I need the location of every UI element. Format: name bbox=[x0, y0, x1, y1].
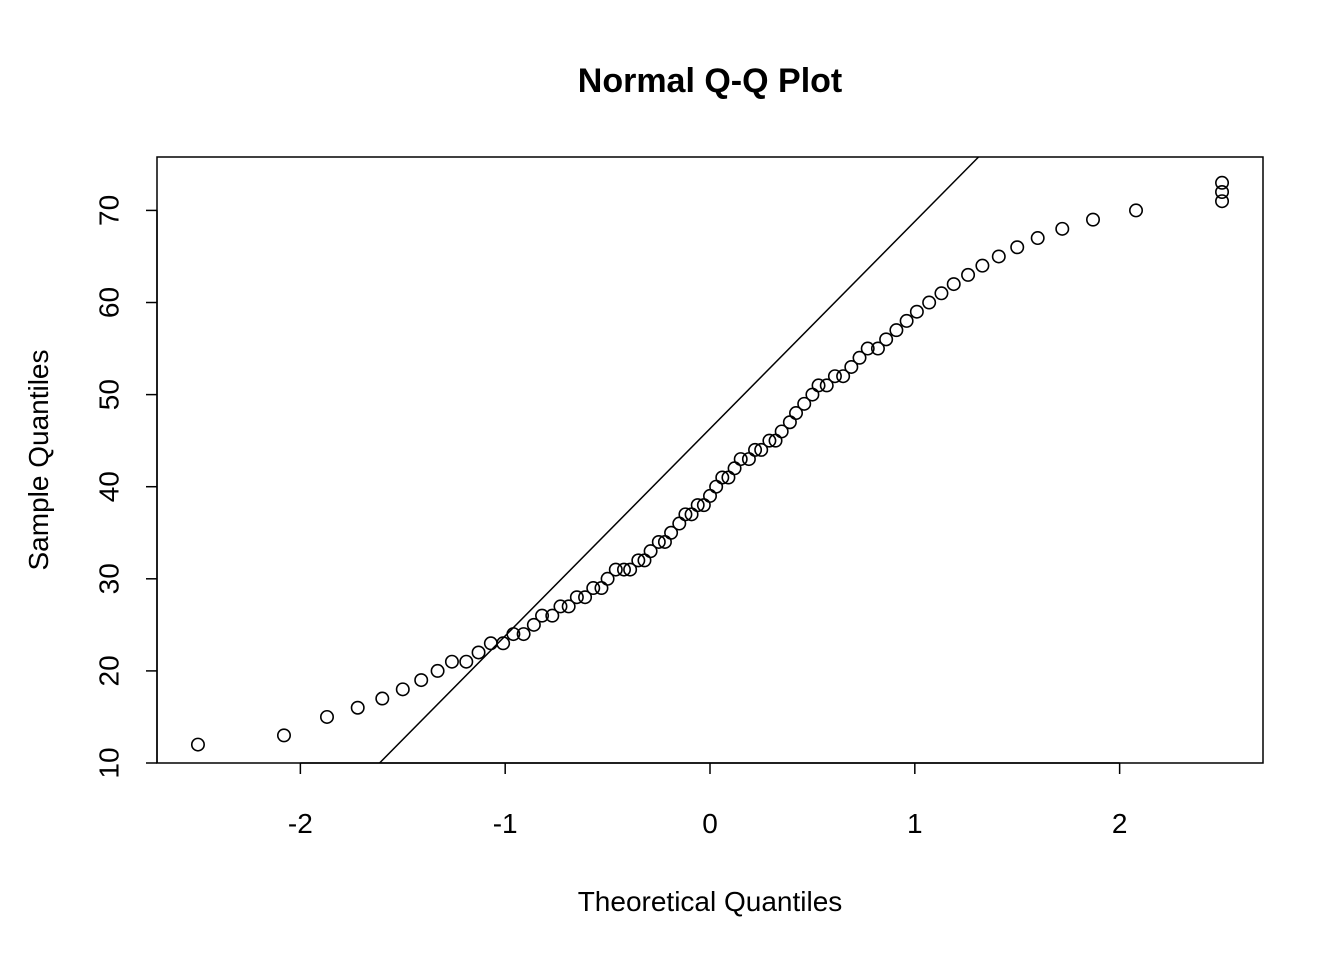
points-layer bbox=[190, 175, 1230, 752]
data-point bbox=[789, 406, 804, 421]
data-point bbox=[889, 323, 904, 338]
data-point bbox=[727, 461, 742, 476]
data-point bbox=[569, 590, 584, 605]
data-point bbox=[561, 599, 576, 614]
data-point bbox=[678, 507, 693, 522]
data-point bbox=[594, 581, 609, 596]
data-point bbox=[506, 627, 521, 642]
y-tick-label: 30 bbox=[94, 563, 125, 594]
data-point bbox=[350, 700, 365, 715]
data-point bbox=[623, 562, 638, 577]
reference-line-layer bbox=[379, 156, 980, 764]
data-point bbox=[586, 581, 601, 596]
data-point bbox=[672, 516, 687, 531]
data-point bbox=[651, 534, 666, 549]
data-point bbox=[276, 728, 291, 743]
x-tick-label: -2 bbox=[288, 808, 313, 839]
data-point bbox=[879, 332, 894, 347]
data-point bbox=[471, 645, 486, 660]
data-point bbox=[1055, 221, 1070, 236]
y-tick-label: 70 bbox=[94, 195, 125, 226]
data-point bbox=[483, 636, 498, 651]
data-point bbox=[811, 378, 826, 393]
data-point bbox=[922, 295, 937, 310]
data-point bbox=[526, 617, 541, 632]
data-point bbox=[608, 562, 623, 577]
data-point bbox=[934, 286, 949, 301]
data-point bbox=[578, 590, 593, 605]
data-point bbox=[797, 396, 812, 411]
data-point bbox=[1086, 212, 1101, 227]
data-point bbox=[733, 452, 748, 467]
data-point bbox=[516, 627, 531, 642]
y-axis: 10 20 30 40 50 60 70 bbox=[94, 195, 158, 779]
data-point bbox=[600, 571, 615, 586]
x-tick-label: 2 bbox=[1112, 808, 1128, 839]
x-axis-label: Theoretical Quantiles bbox=[578, 886, 843, 917]
data-point bbox=[870, 341, 885, 356]
y-tick-label: 50 bbox=[94, 379, 125, 410]
y-tick-label: 20 bbox=[94, 655, 125, 686]
data-point bbox=[715, 470, 730, 485]
data-point bbox=[496, 636, 511, 651]
data-point bbox=[909, 304, 924, 319]
y-tick-label: 40 bbox=[94, 471, 125, 502]
data-point bbox=[616, 562, 631, 577]
data-point bbox=[754, 442, 769, 457]
chart-title: Normal Q-Q Plot bbox=[578, 62, 842, 100]
data-point bbox=[414, 673, 429, 688]
data-point bbox=[375, 691, 390, 706]
data-point bbox=[819, 378, 834, 393]
data-point bbox=[1129, 203, 1144, 218]
data-point bbox=[836, 369, 851, 384]
data-point bbox=[1215, 194, 1230, 209]
data-point bbox=[1010, 240, 1025, 255]
data-point bbox=[690, 498, 705, 513]
y-tick-label: 60 bbox=[94, 287, 125, 318]
data-point bbox=[553, 599, 568, 614]
data-point bbox=[709, 479, 724, 494]
data-point bbox=[1215, 175, 1230, 190]
data-point bbox=[664, 525, 679, 540]
data-point bbox=[459, 654, 474, 669]
data-point bbox=[991, 249, 1006, 264]
data-point bbox=[1215, 184, 1230, 199]
data-point bbox=[961, 267, 976, 282]
data-point bbox=[827, 369, 842, 384]
data-point bbox=[741, 452, 756, 467]
data-point bbox=[748, 442, 763, 457]
data-point bbox=[319, 709, 334, 724]
x-tick-label: -1 bbox=[493, 808, 518, 839]
data-point bbox=[444, 654, 459, 669]
data-point bbox=[860, 341, 875, 356]
data-point bbox=[190, 737, 205, 752]
data-point bbox=[844, 359, 859, 374]
y-axis-label: Sample Quantiles bbox=[23, 349, 54, 570]
x-tick-label: 1 bbox=[907, 808, 923, 839]
data-point bbox=[643, 544, 658, 559]
data-point bbox=[631, 553, 646, 568]
data-point bbox=[975, 258, 990, 273]
data-point bbox=[946, 277, 961, 292]
y-tick-label: 10 bbox=[94, 747, 125, 778]
data-point bbox=[852, 350, 867, 365]
data-point bbox=[805, 387, 820, 402]
data-point bbox=[702, 488, 717, 503]
data-point bbox=[430, 663, 445, 678]
data-point bbox=[395, 682, 410, 697]
data-point bbox=[1030, 231, 1045, 246]
data-point bbox=[762, 433, 777, 448]
x-tick-label: 0 bbox=[702, 808, 718, 839]
x-axis: -2 -1 0 1 2 bbox=[288, 762, 1128, 839]
qq-reference-line bbox=[379, 156, 980, 764]
data-point bbox=[899, 313, 914, 328]
plot-frame bbox=[156, 156, 1264, 764]
data-point bbox=[774, 424, 789, 439]
data-point bbox=[782, 415, 797, 430]
data-point bbox=[535, 608, 550, 623]
data-point bbox=[545, 608, 560, 623]
